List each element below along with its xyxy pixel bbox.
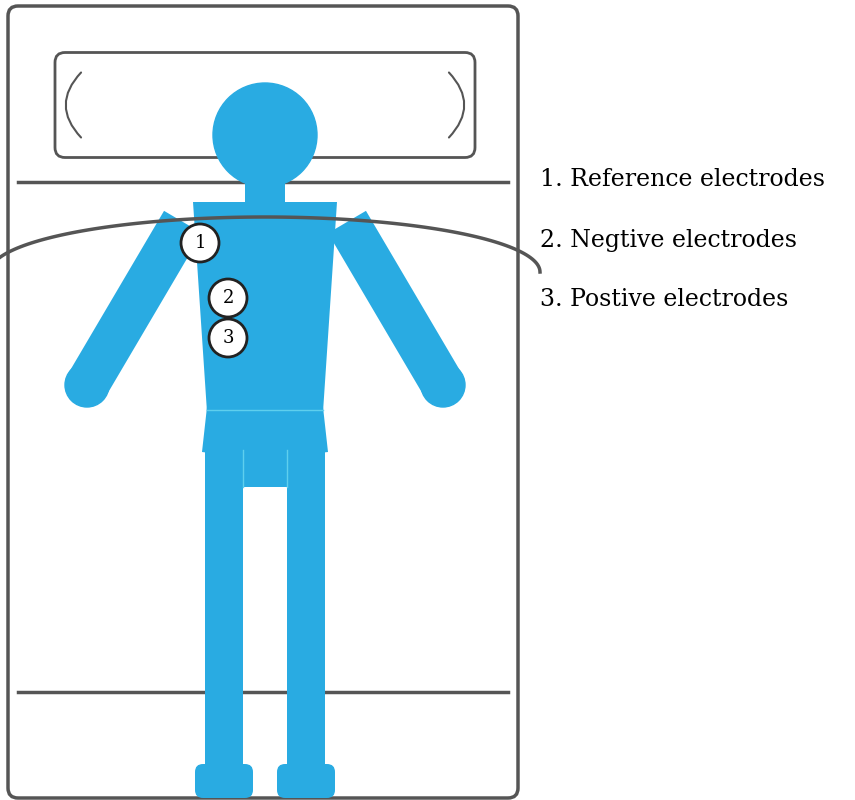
Circle shape [65, 363, 109, 407]
Text: 1: 1 [194, 234, 206, 252]
Polygon shape [328, 211, 462, 396]
Polygon shape [202, 407, 328, 487]
FancyBboxPatch shape [195, 764, 253, 798]
Text: 3. Postive electrodes: 3. Postive electrodes [540, 289, 788, 311]
Text: 1. Reference electrodes: 1. Reference electrodes [540, 169, 825, 191]
Polygon shape [68, 211, 202, 396]
Circle shape [181, 224, 219, 262]
Text: 2: 2 [222, 289, 233, 307]
Circle shape [421, 363, 465, 407]
Text: 3: 3 [222, 329, 233, 347]
Polygon shape [287, 450, 325, 782]
FancyBboxPatch shape [8, 6, 518, 798]
Text: 2. Negtive electrodes: 2. Negtive electrodes [540, 229, 797, 251]
FancyBboxPatch shape [277, 764, 335, 798]
Circle shape [213, 83, 317, 187]
Polygon shape [205, 450, 243, 782]
Polygon shape [245, 182, 285, 202]
Polygon shape [193, 202, 337, 412]
Circle shape [209, 279, 247, 317]
Circle shape [209, 319, 247, 357]
FancyBboxPatch shape [55, 53, 475, 158]
